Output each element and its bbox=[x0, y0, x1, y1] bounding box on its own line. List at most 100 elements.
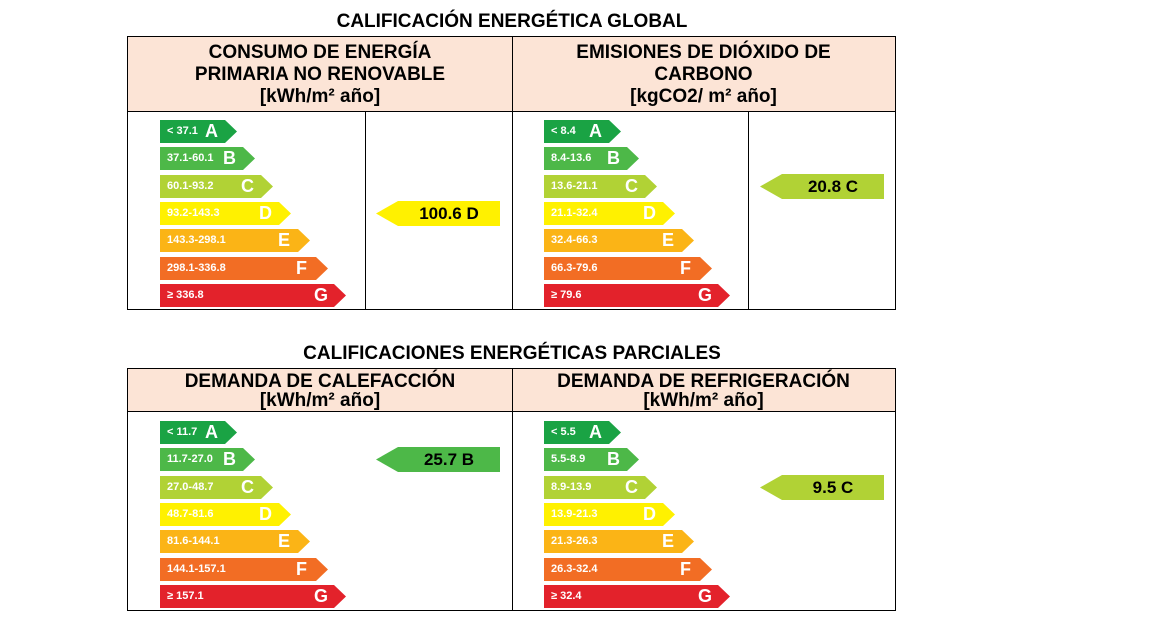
rating-indicator: 100.6 D bbox=[376, 201, 500, 226]
rating-bar-f: 144.1-157.1 F bbox=[160, 558, 328, 581]
consumo-header-line2: PRIMARIA NO RENOVABLE bbox=[194, 63, 446, 85]
rating-range-label: ≥ 157.1 bbox=[167, 590, 204, 602]
rating-indicator-value: 25.7 B bbox=[423, 450, 475, 469]
rating-range-label: 27.0-48.7 bbox=[167, 481, 214, 493]
calefaccion-header-title: DEMANDA DE CALEFACCIÓN bbox=[184, 370, 456, 392]
rating-range-label: 21.3-26.3 bbox=[551, 535, 598, 547]
global-title: CALIFICACIÓN ENERGÉTICA GLOBAL bbox=[336, 11, 688, 32]
rating-range-label: 13.6-21.1 bbox=[551, 180, 598, 192]
rating-letter: D bbox=[643, 203, 656, 223]
parciales-title: CALIFICACIONES ENERGÉTICAS PARCIALES bbox=[303, 343, 721, 364]
rating-range-label: 32.4-66.3 bbox=[551, 234, 598, 246]
rating-range-label: < 37.1 bbox=[167, 125, 198, 137]
refrigeracion-header-title: DEMANDA DE REFRIGERACIÓN bbox=[557, 370, 850, 392]
rating-letter: C bbox=[241, 176, 254, 196]
rating-bar-c: 13.6-21.1 C bbox=[544, 175, 657, 198]
rating-bar-c: 60.1-93.2 C bbox=[160, 175, 273, 198]
rating-bar-b: 8.4-13.6 B bbox=[544, 147, 639, 170]
divider bbox=[128, 111, 895, 112]
rating-letter: G bbox=[698, 285, 713, 305]
rating-letter: A bbox=[589, 422, 602, 442]
rating-range-label: ≥ 336.8 bbox=[167, 289, 204, 301]
rating-letter: E bbox=[278, 230, 291, 250]
rating-letter: G bbox=[314, 285, 329, 305]
emisiones-header-unit: [kgCO2/ m² año] bbox=[630, 85, 777, 107]
rating-letter: C bbox=[241, 477, 254, 497]
consumo-header-line1: CONSUMO DE ENERGÍA bbox=[208, 41, 432, 63]
rating-bar-c: 8.9-13.9 C bbox=[544, 476, 657, 499]
divider bbox=[128, 411, 895, 412]
rating-letter: F bbox=[680, 559, 691, 579]
rating-bar-d: 48.7-81.6 D bbox=[160, 503, 291, 526]
emisiones-header: EMISIONES DE DIÓXIDO DE CARBONO [kgCO2/ … bbox=[512, 37, 895, 112]
rating-bar-d: 13.9-21.3 D bbox=[544, 503, 675, 526]
rating-bar-f: 298.1-336.8 F bbox=[160, 257, 328, 280]
rating-range-label: 21.1-32.4 bbox=[551, 207, 598, 219]
rating-bar-e: 21.3-26.3 E bbox=[544, 530, 694, 553]
rating-range-label: 81.6-144.1 bbox=[167, 535, 220, 547]
refrigeracion-header: DEMANDA DE REFRIGERACIÓN [kWh/m² año] bbox=[512, 369, 895, 412]
rating-letter: D bbox=[643, 504, 656, 524]
rating-bar-e: 32.4-66.3 E bbox=[544, 229, 694, 252]
rating-indicator-value: 9.5 C bbox=[812, 478, 854, 497]
rating-letter: E bbox=[278, 531, 291, 551]
consumo-header: CONSUMO DE ENERGÍA PRIMARIA NO RENOVABLE… bbox=[128, 37, 512, 112]
rating-letter: A bbox=[205, 121, 218, 141]
rating-bar-d: 93.2-143.3 D bbox=[160, 202, 291, 225]
parciales-table: DEMANDA DE CALEFACCIÓN [kWh/m² año] DEMA… bbox=[127, 368, 896, 611]
rating-indicator: 25.7 B bbox=[376, 447, 500, 472]
divider bbox=[748, 112, 749, 309]
rating-letter: F bbox=[296, 559, 307, 579]
rating-range-label: 11.7-27.0 bbox=[167, 453, 213, 465]
rating-bar-c: 27.0-48.7 C bbox=[160, 476, 273, 499]
rating-letter: E bbox=[662, 230, 675, 250]
rating-bar-g: ≥ 157.1 G bbox=[160, 585, 346, 608]
rating-letter: B bbox=[607, 449, 620, 469]
rating-letter: C bbox=[625, 176, 638, 196]
rating-range-label: 37.1-60.1 bbox=[167, 152, 214, 164]
rating-bar-f: 66.3-79.6 F bbox=[544, 257, 712, 280]
rating-letter: C bbox=[625, 477, 638, 497]
rating-letter: A bbox=[205, 422, 218, 442]
rating-letter: E bbox=[662, 531, 675, 551]
divider bbox=[512, 369, 513, 610]
emisiones-header-line2: CARBONO bbox=[654, 63, 753, 85]
rating-range-label: < 8.4 bbox=[551, 125, 576, 137]
rating-range-label: 143.3-298.1 bbox=[167, 234, 226, 246]
emisiones-header-line1: EMISIONES DE DIÓXIDO DE bbox=[576, 41, 831, 63]
rating-range-label: < 5.5 bbox=[551, 426, 576, 438]
rating-range-label: 13.9-21.3 bbox=[551, 508, 598, 520]
rating-letter: G bbox=[314, 586, 329, 606]
calefaccion-header: DEMANDA DE CALEFACCIÓN [kWh/m² año] bbox=[128, 369, 512, 412]
rating-indicator: 9.5 C bbox=[760, 475, 884, 500]
rating-range-label: 144.1-157.1 bbox=[167, 563, 226, 575]
rating-letter: D bbox=[259, 203, 272, 223]
rating-letter: A bbox=[589, 121, 602, 141]
rating-letter: G bbox=[698, 586, 713, 606]
rating-range-label: 8.4-13.6 bbox=[551, 152, 592, 164]
rating-range-label: 48.7-81.6 bbox=[167, 508, 214, 520]
rating-letter: D bbox=[259, 504, 272, 524]
rating-letter: B bbox=[223, 148, 236, 168]
rating-range-label: 8.9-13.9 bbox=[551, 481, 592, 493]
rating-range-label: 60.1-93.2 bbox=[167, 180, 214, 192]
divider bbox=[512, 37, 513, 309]
rating-bar-f: 26.3-32.4 F bbox=[544, 558, 712, 581]
rating-bar-a: < 37.1 A bbox=[160, 120, 237, 143]
rating-indicator: 20.8 C bbox=[760, 174, 884, 199]
rating-bar-d: 21.1-32.4 D bbox=[544, 202, 675, 225]
rating-letter: F bbox=[296, 258, 307, 278]
rating-indicator-value: 100.6 D bbox=[419, 204, 479, 223]
refrigeracion-header-unit: [kWh/m² año] bbox=[643, 389, 764, 411]
rating-indicator-value: 20.8 C bbox=[807, 177, 859, 196]
rating-letter: B bbox=[607, 148, 620, 168]
rating-range-label: 5.5-8.9 bbox=[551, 453, 586, 465]
rating-range-label: ≥ 32.4 bbox=[551, 590, 582, 602]
rating-bar-a: < 8.4 A bbox=[544, 120, 621, 143]
consumo-header-unit: [kWh/m² año] bbox=[259, 85, 381, 107]
rating-bar-e: 143.3-298.1 E bbox=[160, 229, 310, 252]
rating-range-label: < 11.7 bbox=[167, 426, 198, 438]
calefaccion-header-unit: [kWh/m² año] bbox=[259, 389, 381, 411]
rating-bar-b: 37.1-60.1 B bbox=[160, 147, 255, 170]
rating-range-label: 93.2-143.3 bbox=[167, 207, 220, 219]
